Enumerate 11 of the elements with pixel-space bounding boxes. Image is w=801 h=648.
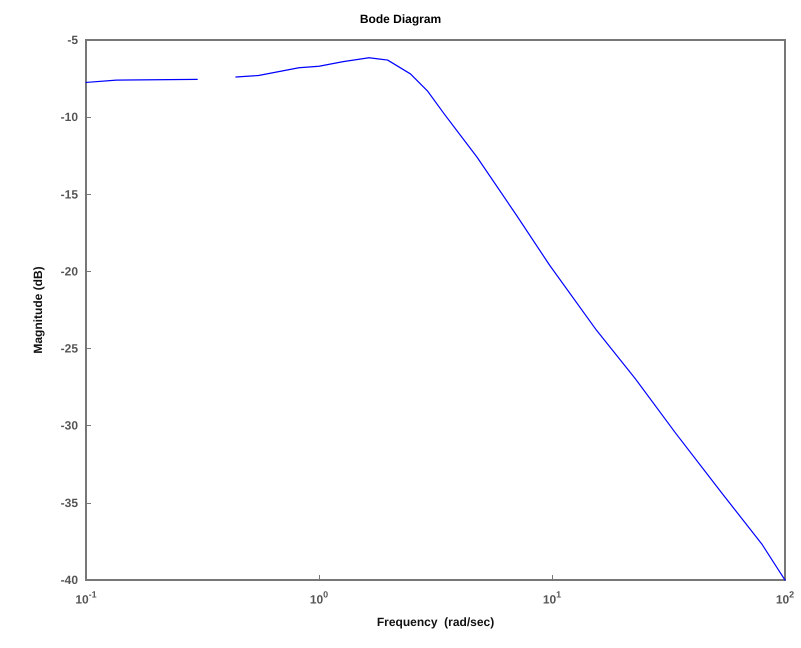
y-tick-label: -40 (60, 573, 78, 587)
y-tick-label: -20 (60, 264, 78, 278)
y-tick-label: -5 (67, 33, 78, 47)
chart-title: Bode Diagram (360, 12, 442, 26)
y-tick-label: -35 (60, 496, 78, 510)
y-tick-label: -10 (60, 110, 78, 124)
y-tick-label: -30 (60, 418, 78, 433)
y-tick-label: -15 (60, 187, 78, 202)
y-tick-label: -25 (60, 342, 78, 356)
x-axis-title: Frequency (rad/sec) (376, 615, 494, 629)
y-axis-title: Magnitude (dB) (31, 266, 45, 354)
